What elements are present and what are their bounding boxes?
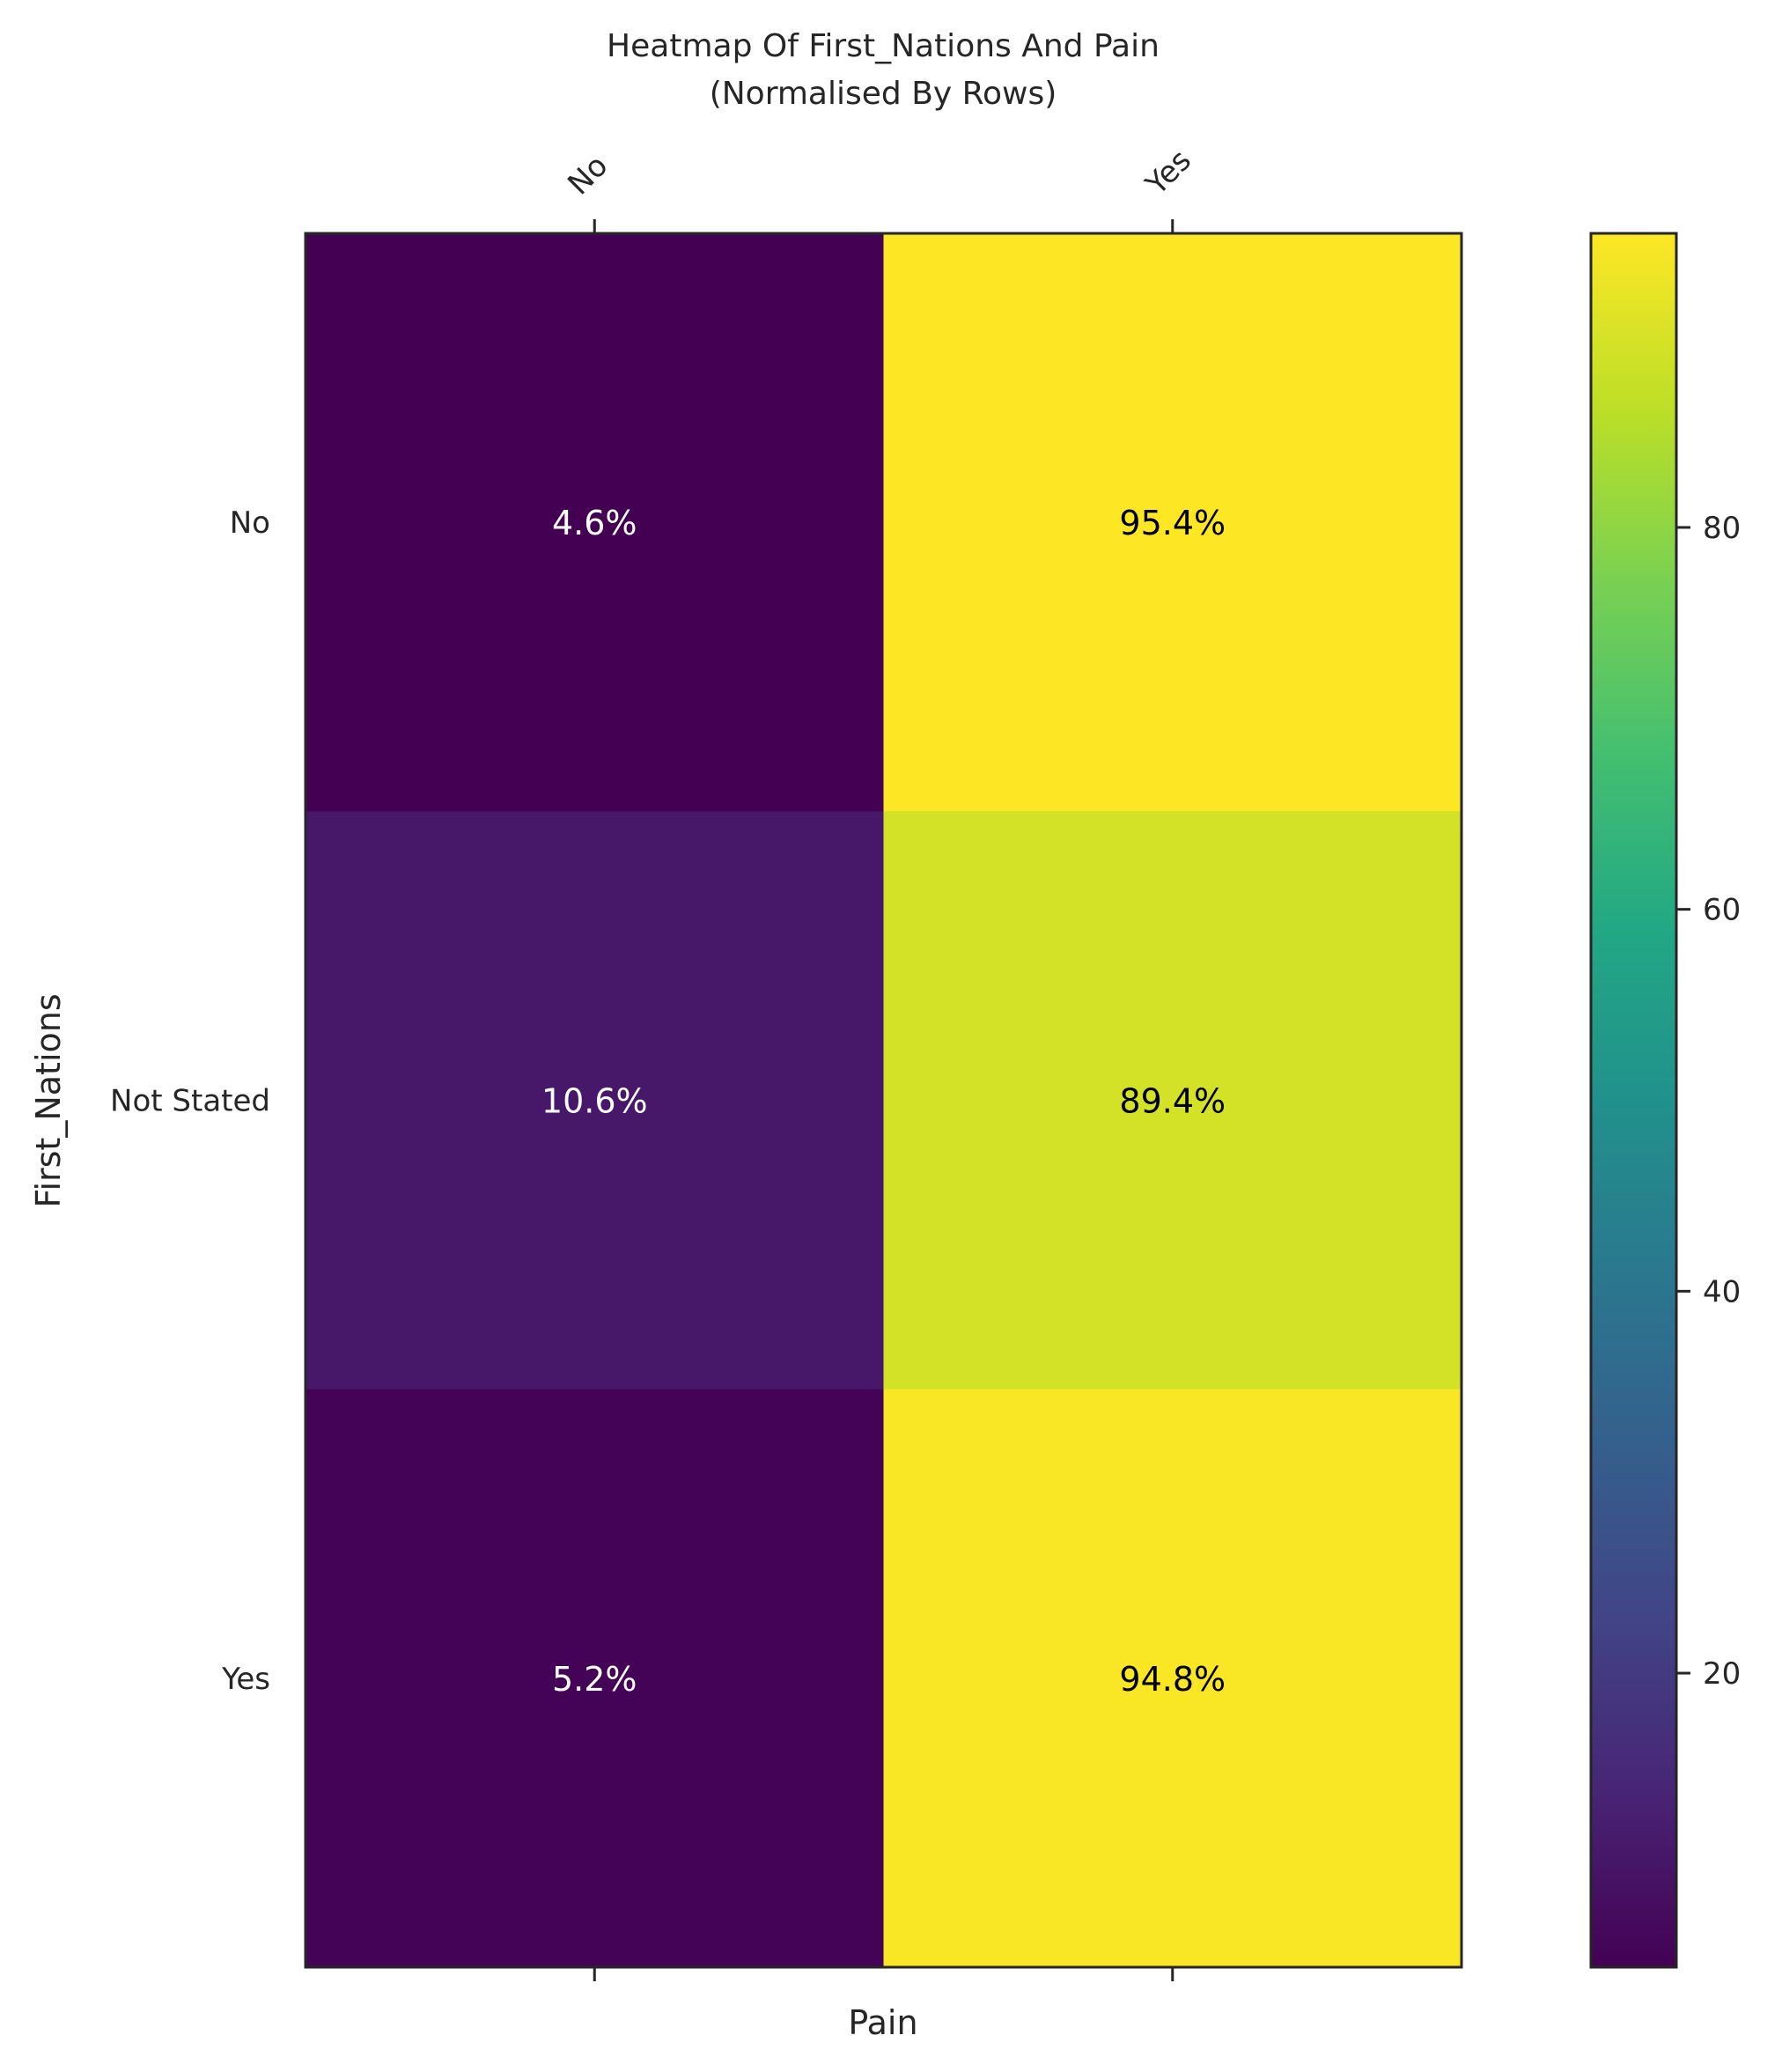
cell-value-label: 89.4% bbox=[1119, 1082, 1226, 1121]
heatmap-cell bbox=[306, 811, 884, 1390]
heatmap-cells: 4.6% 95.4% 10.6% 89.4% 5.2% 94.8% bbox=[306, 233, 1462, 1968]
cell-value-label: 5.2% bbox=[552, 1660, 637, 1699]
y-axis-label: First_Nations bbox=[29, 993, 68, 1207]
x-tick-label: Yes bbox=[1138, 143, 1198, 203]
y-tick-label: Yes bbox=[221, 1662, 270, 1697]
y-tick-label: No bbox=[230, 505, 270, 541]
colorbar bbox=[1589, 232, 1678, 1969]
heatmap-cell bbox=[306, 233, 884, 812]
x-axis-label: Pain bbox=[848, 2003, 917, 2042]
chart-title-line2: (Normalised By Rows) bbox=[710, 76, 1057, 112]
plot-frame bbox=[304, 232, 1463, 1969]
y-axis-ticks: No Not Stated Yes bbox=[110, 505, 270, 1697]
chart-title-line1: Heatmap Of First_Nations And Pain bbox=[607, 28, 1160, 64]
cell-value-label: 94.8% bbox=[1119, 1660, 1226, 1699]
heatmap-cell bbox=[883, 233, 1462, 812]
heatmap-cell bbox=[306, 1389, 884, 1968]
cell-value-label: 4.6% bbox=[552, 504, 637, 542]
y-tick-label: Not Stated bbox=[110, 1084, 270, 1119]
colorbar-ticks: 20 40 60 80 bbox=[1676, 511, 1741, 1692]
colorbar-tick-label: 40 bbox=[1703, 1274, 1741, 1309]
heatmap-cell bbox=[883, 1389, 1462, 1968]
cell-value-label: 10.6% bbox=[541, 1082, 648, 1121]
cell-value-label: 95.4% bbox=[1119, 504, 1226, 542]
colorbar-tick-label: 80 bbox=[1703, 511, 1741, 546]
colorbar-tick-label: 60 bbox=[1703, 893, 1741, 928]
x-tick-label: No bbox=[561, 148, 615, 202]
colorbar-tick-label: 20 bbox=[1703, 1656, 1741, 1692]
heatmap-cell bbox=[883, 811, 1462, 1390]
